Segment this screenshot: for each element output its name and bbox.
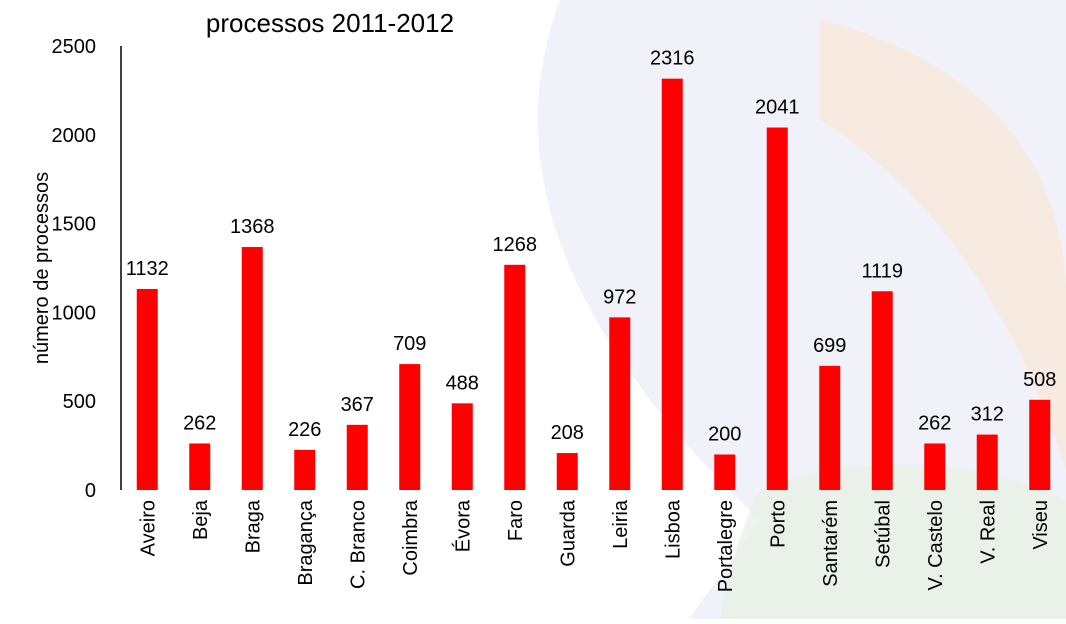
y-tick-label: 2000 [52, 125, 97, 147]
y-tick-label: 500 [63, 391, 96, 413]
bar [871, 291, 893, 490]
bar-value-label: 226 [288, 419, 321, 441]
bar [136, 288, 158, 490]
bar-value-label: 312 [971, 404, 1004, 426]
bar [189, 443, 211, 490]
bar-value-label: 972 [603, 286, 636, 308]
bar [294, 449, 316, 490]
y-tick-label: 1500 [52, 214, 97, 236]
bar-value-label: 1119 [861, 260, 903, 282]
y-axis-label: número de processos [31, 172, 53, 364]
background-swoosh-green [720, 464, 1066, 619]
bar-value-label: 699 [813, 335, 846, 357]
y-tick-label: 0 [85, 480, 96, 502]
x-tick-label: V. Real [977, 500, 999, 564]
y-axis-ticks: 0 500 1000 1500 2000 2500 [52, 36, 97, 502]
data-labels: 1132 262 1368 226 367 709 488 1268 208 972 2316 200… [126, 48, 1057, 446]
x-tick-label: Guarda [557, 499, 579, 567]
bar-value-label: 262 [918, 412, 951, 434]
bar [556, 453, 578, 490]
x-tick-label: Viseu [1030, 500, 1052, 550]
bar [819, 365, 841, 490]
x-tick-label: Leiria [610, 499, 632, 549]
bar-value-label: 367 [341, 394, 374, 416]
y-tick-label: 1000 [52, 302, 97, 324]
x-tick-label: V. Castelo [925, 500, 947, 590]
bar [766, 127, 788, 490]
x-tick-label: Bragança [295, 499, 317, 585]
bar [661, 78, 683, 490]
bar-value-label: 709 [393, 333, 426, 355]
x-tick-label: Aveiro [137, 500, 159, 556]
bar-value-label: 1268 [493, 234, 538, 256]
x-tick-label: Porto [767, 500, 789, 548]
bar [504, 264, 526, 490]
bar-value-label: 508 [1023, 369, 1056, 391]
bar-value-label: 200 [708, 423, 741, 445]
x-tick-label: C. Branco [347, 500, 369, 589]
x-tick-label: Setúbal [872, 500, 894, 568]
bar-value-label: 2316 [650, 48, 695, 70]
bar [924, 443, 946, 490]
x-tick-label: Santarém [820, 500, 842, 587]
x-tick-label: Portalegre [715, 500, 737, 592]
bar-value-label: 488 [446, 372, 479, 394]
bar [399, 364, 421, 490]
bar [714, 454, 736, 490]
y-tick-label: 2500 [52, 36, 97, 58]
bar-value-label: 1132 [126, 258, 169, 280]
x-axis-tick-labels: Aveiro Beja Braga Bragança C. Branco Coimbra É… [137, 499, 1052, 592]
bar [609, 317, 631, 490]
bar-series [136, 78, 1051, 490]
x-tick-label: Lisboa [662, 499, 684, 559]
x-tick-label: Beja [190, 499, 212, 540]
bar [1029, 399, 1051, 490]
x-tick-label: Coimbra [400, 499, 422, 575]
bar [241, 247, 263, 490]
bar-value-label: 2041 [755, 97, 800, 119]
x-tick-label: Évora [451, 499, 474, 552]
chart-title: processos 2011-2012 [206, 8, 454, 38]
x-tick-label: Braga [242, 499, 264, 553]
x-tick-label: Faro [505, 500, 527, 541]
bar-value-label: 208 [551, 422, 584, 444]
bar [976, 434, 998, 490]
background-swoosh-orange [820, 20, 1066, 470]
bar [346, 424, 368, 490]
bar-value-label: 1368 [230, 216, 275, 238]
bar [451, 403, 473, 490]
bar-value-label: 262 [183, 412, 216, 434]
